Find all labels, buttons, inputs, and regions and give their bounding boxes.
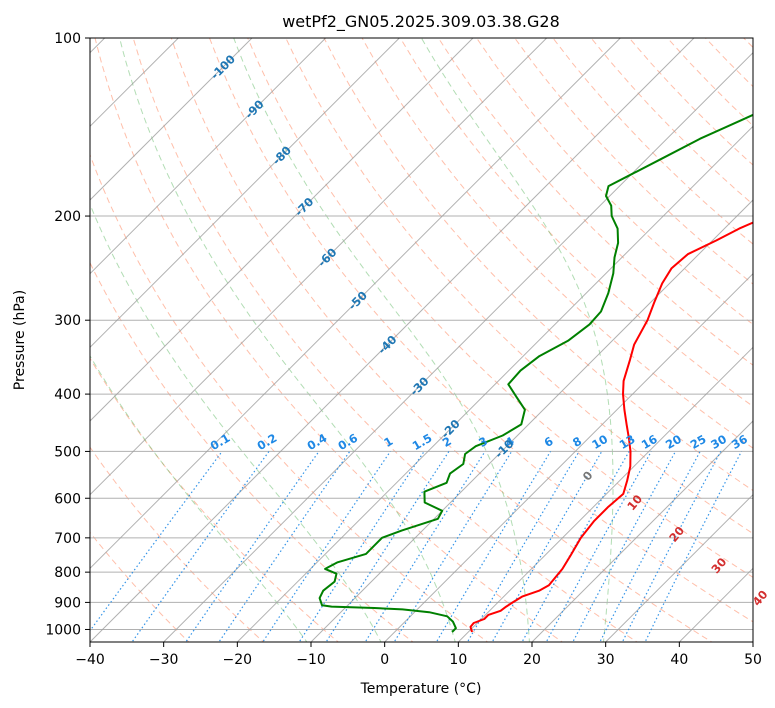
mixing-ratio-line	[90, 451, 223, 632]
dry-adiabat	[323, 38, 753, 492]
isotherm	[90, 38, 400, 349]
isotherm	[605, 493, 753, 642]
mixing-ratio-line	[218, 451, 351, 642]
dry-adiabat	[399, 38, 753, 408]
mixing-ratio-line	[364, 451, 486, 642]
mixing-ratio-label: 36	[729, 432, 750, 452]
mixing-ratio-line	[599, 451, 701, 642]
x-tick-label: 20	[523, 652, 541, 668]
isotherm	[384, 272, 753, 642]
isotherm	[163, 51, 753, 642]
isotherm	[90, 38, 548, 496]
chart-title: wetPf2_GN05.2025.309.03.38.G28	[282, 12, 560, 32]
x-tick-label: −20	[223, 652, 253, 668]
mixing-ratio-label: 16	[639, 432, 660, 452]
isotherm	[90, 38, 327, 275]
dry-adiabat	[476, 38, 753, 326]
profile-lines	[318, 113, 753, 633]
x-tick-label: 10	[449, 652, 467, 668]
mixing-ratio-label: 13	[617, 432, 638, 452]
mixing-ratio-label: 20	[663, 432, 684, 452]
isotherm	[457, 346, 753, 642]
plot-background	[90, 38, 753, 642]
x-tick-label: 30	[597, 652, 615, 668]
mixing-ratio-label: 30	[708, 432, 729, 452]
dry-adiabat	[90, 261, 414, 642]
mixing-ratio-label: 25	[688, 432, 709, 452]
isotherm	[90, 38, 474, 422]
y-tick-label: 600	[54, 491, 81, 507]
mixing-ratio-line	[572, 451, 677, 642]
mixing-ratio-line	[185, 451, 320, 642]
x-tick-label: −10	[296, 652, 326, 668]
mixing-ratio-line	[435, 451, 552, 642]
isotherm	[236, 125, 753, 642]
mixing-ratio-line	[262, 451, 391, 642]
x-tick-label: 0	[380, 652, 389, 668]
y-axis-title: Pressure (hPa)	[12, 290, 28, 390]
background-grid	[90, 38, 753, 642]
isotherm	[531, 420, 753, 642]
isotherm	[310, 199, 753, 642]
y-tick-label: 400	[54, 387, 81, 403]
x-axis: −40 −30 −20 −10 0 10 20 30 40 50	[75, 642, 762, 668]
mixing-ratio-line	[466, 451, 580, 642]
dry-adiabat	[361, 38, 753, 449]
mixing-ratio-line	[621, 451, 722, 642]
y-tick-label: 700	[54, 531, 81, 547]
x-tick-label: −40	[75, 652, 105, 668]
y-tick-label: 300	[54, 313, 81, 329]
isotherm	[90, 38, 695, 642]
mixing-ratio-line	[545, 451, 652, 642]
isotherm	[90, 38, 253, 201]
isotherm	[752, 641, 753, 642]
temperature-line	[469, 221, 753, 633]
mixing-ratio-line	[325, 451, 450, 642]
y-axis: 100 200 300 400 500 600 700 800 900 1000	[45, 31, 90, 638]
y-tick-label: 800	[54, 565, 81, 581]
isotherm	[90, 38, 621, 570]
x-tick-label: −30	[149, 652, 179, 668]
dry-adiabat	[437, 38, 753, 366]
dry-adiabat	[285, 38, 753, 535]
y-tick-label: 900	[54, 595, 81, 611]
mixing-ratio-line	[393, 451, 513, 642]
dry-adiabat	[514, 38, 753, 285]
x-axis-title: Temperature (°C)	[360, 681, 482, 697]
y-tick-label: 100	[54, 31, 81, 47]
y-tick-label: 500	[54, 444, 81, 460]
plot-frame	[89, 37, 754, 643]
mixing-ratio-line	[131, 451, 270, 642]
dewpoint-line	[318, 113, 753, 633]
mixing-ratio-line	[298, 451, 425, 642]
y-tick-label: 200	[54, 209, 81, 225]
x-tick-label: 50	[744, 652, 762, 668]
y-tick-label: 1000	[45, 622, 81, 638]
x-tick-label: 40	[670, 652, 688, 668]
mixing-ratio-label: 10	[589, 432, 610, 452]
moist-adiabat	[90, 203, 382, 642]
